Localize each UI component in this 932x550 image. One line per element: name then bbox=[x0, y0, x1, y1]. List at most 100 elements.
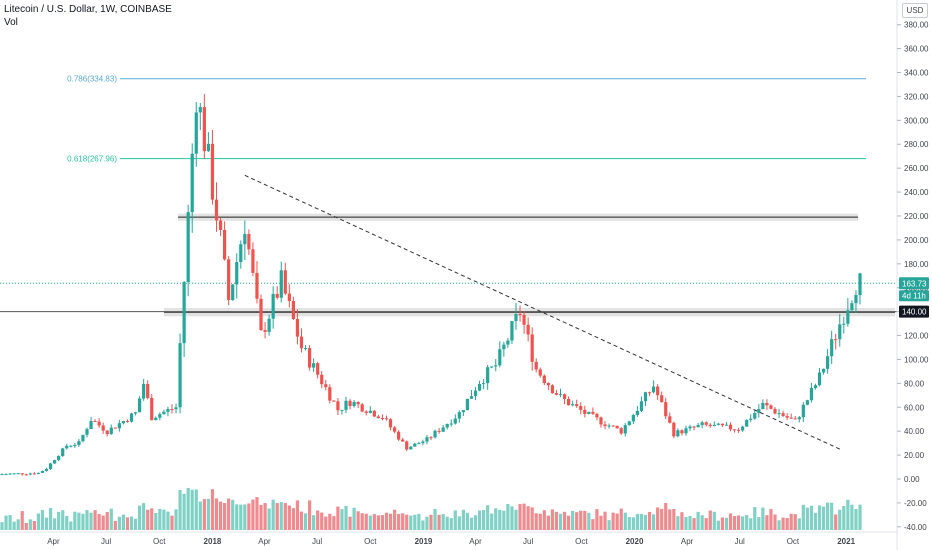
time-label: 2020 bbox=[626, 537, 644, 546]
volume-bar bbox=[518, 503, 522, 530]
candle-body bbox=[336, 401, 340, 411]
volume-bar bbox=[105, 512, 109, 530]
volume-bar bbox=[781, 517, 785, 530]
price-tags: 163.73 4d 11h 140.00 bbox=[899, 277, 929, 318]
volume-bar bbox=[170, 515, 174, 530]
volume-bar bbox=[619, 508, 623, 530]
volume-bar bbox=[660, 508, 664, 530]
volume-bar bbox=[8, 515, 12, 530]
candle-body bbox=[40, 471, 45, 473]
candle-body bbox=[239, 244, 243, 263]
candle-body bbox=[765, 402, 769, 406]
volume-bar bbox=[267, 508, 271, 530]
volume-bar bbox=[486, 505, 490, 530]
candle-body bbox=[773, 408, 777, 414]
candle-body bbox=[303, 348, 308, 350]
candle-body bbox=[660, 395, 664, 403]
candle-body bbox=[838, 324, 842, 340]
candle-body bbox=[105, 430, 109, 435]
candle-body bbox=[243, 234, 247, 245]
volume-bar bbox=[664, 502, 668, 530]
candle-body bbox=[69, 445, 73, 447]
volume-bar bbox=[299, 511, 304, 530]
candle-body bbox=[198, 107, 202, 113]
candle-body bbox=[133, 412, 138, 414]
volume-bar bbox=[692, 518, 696, 530]
candle-body bbox=[635, 410, 640, 415]
volume-bar bbox=[846, 499, 850, 530]
price-tick-label: 0.00 bbox=[904, 475, 920, 484]
volume-bar bbox=[465, 512, 470, 530]
candle-body bbox=[603, 424, 607, 427]
volume-bar bbox=[125, 517, 130, 530]
volume-bar bbox=[785, 517, 789, 530]
volume-bar bbox=[186, 487, 190, 530]
candle-body bbox=[749, 418, 753, 420]
candle-body bbox=[595, 413, 599, 418]
volume-bar bbox=[271, 499, 275, 530]
candle-body bbox=[712, 424, 716, 427]
candle-body bbox=[93, 420, 97, 422]
candle-body bbox=[231, 284, 235, 301]
candle-body bbox=[473, 390, 478, 397]
volume-bar bbox=[190, 489, 194, 530]
candle-body bbox=[186, 212, 190, 283]
candle-body bbox=[8, 473, 12, 475]
candle-body bbox=[20, 473, 24, 475]
volume-bar bbox=[121, 514, 126, 530]
currency-button[interactable]: USD bbox=[902, 3, 928, 18]
volume-bar bbox=[696, 511, 700, 530]
volume-bar bbox=[813, 512, 818, 530]
volume-bar bbox=[530, 507, 534, 530]
candle-body bbox=[716, 423, 720, 425]
time-label: 2021 bbox=[837, 537, 855, 546]
time-axis[interactable]: Apr Jul Oct 2018 Apr Jul Oct 2019 Apr Jul Oct 2020 A… bbox=[0, 531, 897, 546]
candle-body bbox=[316, 363, 320, 375]
current-price-value: 163.73 bbox=[902, 279, 927, 288]
volume-bar bbox=[44, 517, 49, 530]
price-tick-label: -20.00 bbox=[904, 499, 927, 508]
volume-bar bbox=[805, 507, 809, 530]
candle-body bbox=[413, 443, 417, 447]
candle-body bbox=[704, 422, 708, 425]
volume-bar bbox=[352, 507, 356, 530]
current-price-tag bbox=[899, 277, 929, 290]
volume-bar bbox=[651, 514, 656, 530]
candle-body bbox=[356, 401, 360, 405]
volume-bar bbox=[202, 499, 206, 530]
volume-bar bbox=[490, 513, 494, 530]
candle-body bbox=[178, 343, 182, 408]
candle-body bbox=[348, 400, 352, 407]
time-label: 2019 bbox=[415, 537, 433, 546]
candle-body bbox=[174, 407, 178, 410]
candle-body bbox=[251, 249, 255, 273]
volume-bar bbox=[534, 513, 538, 530]
candle-body bbox=[777, 413, 781, 415]
volume-bar bbox=[801, 504, 805, 530]
candle-body bbox=[32, 473, 36, 475]
volume-bar bbox=[482, 510, 486, 530]
volume-bar bbox=[89, 512, 93, 530]
candle-body bbox=[283, 270, 287, 294]
candle-body bbox=[352, 401, 356, 407]
candle-body bbox=[109, 427, 113, 435]
price-tick-label: 200.00 bbox=[904, 236, 929, 245]
volume-bar bbox=[817, 505, 822, 530]
volume-bar bbox=[69, 521, 73, 530]
candle-body bbox=[12, 473, 16, 475]
candle-body bbox=[202, 107, 206, 152]
volume-bar bbox=[453, 510, 457, 530]
volume-bar bbox=[206, 498, 211, 530]
volume-bar bbox=[607, 520, 611, 530]
price-axis[interactable]: 380.00 360.00 340.00 320.00 300.00 280.00 260.… bbox=[896, 0, 929, 550]
volume-bar bbox=[668, 509, 672, 530]
candle-body bbox=[214, 199, 219, 221]
candle-body bbox=[77, 441, 81, 445]
candle-body bbox=[81, 434, 85, 442]
volume-bar bbox=[623, 512, 627, 530]
candle-body bbox=[409, 446, 413, 450]
volume-bar bbox=[437, 514, 441, 530]
candle-body bbox=[797, 417, 801, 420]
price-tick-label: 60.00 bbox=[904, 403, 925, 412]
